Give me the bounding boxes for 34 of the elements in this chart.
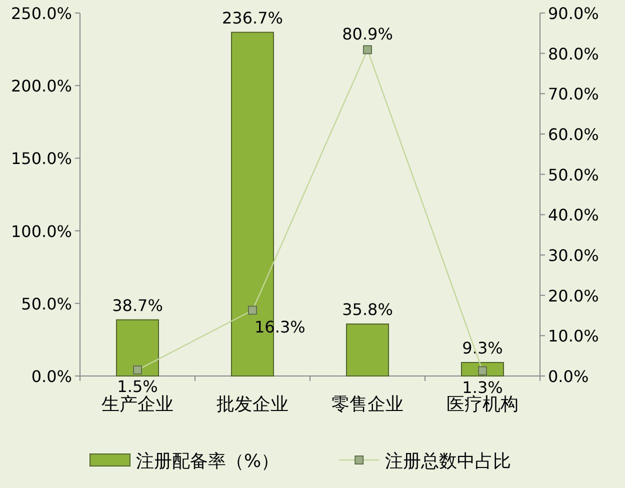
legend-label: 注册配备率（%） [136, 451, 280, 472]
y2-tick-label: 20.0% [548, 286, 599, 306]
point [478, 366, 487, 376]
y-tick-label: 250.0% [10, 4, 72, 23]
y2-tick-label: 90.0% [548, 4, 599, 23]
y2-tick-label: 30.0% [548, 246, 599, 265]
y2-tick-label: 60.0% [548, 125, 599, 144]
data-label: 80.9% [342, 24, 393, 44]
x-tick-label: 医疗机构 [446, 394, 518, 415]
point [248, 306, 257, 315]
y2-tick-label: 70.0% [548, 84, 599, 104]
y2-tick-label: 0.0% [548, 367, 589, 386]
data-label: 9.3% [462, 338, 503, 358]
bar [346, 324, 389, 376]
bar [116, 319, 159, 376]
y-tick-label: 0.0% [31, 367, 72, 386]
data-label: 35.8% [342, 300, 393, 320]
x-tick-label: 生产企业 [102, 394, 174, 415]
y2-tick-label: 80.0% [548, 44, 599, 64]
y-tick-label: 100.0% [10, 222, 72, 241]
x-tick-label: 批发企业 [216, 394, 288, 415]
data-label: 236.7% [222, 8, 284, 28]
x-tick-label: 零售企业 [332, 394, 404, 415]
legend-label: 注册总数中占比 [385, 451, 512, 472]
y2-tick-label: 10.0% [548, 326, 599, 346]
data-label: 1.5% [117, 376, 158, 396]
y-tick-label: 50.0% [21, 294, 72, 314]
y-tick-label: 150.0% [10, 149, 72, 168]
data-label: 38.7% [112, 296, 163, 315]
point [133, 365, 142, 374]
y2-tick-label: 40.0% [548, 206, 599, 225]
point [363, 45, 372, 54]
y2-tick-label: 50.0% [548, 165, 599, 184]
y-tick-label: 200.0% [10, 76, 72, 96]
